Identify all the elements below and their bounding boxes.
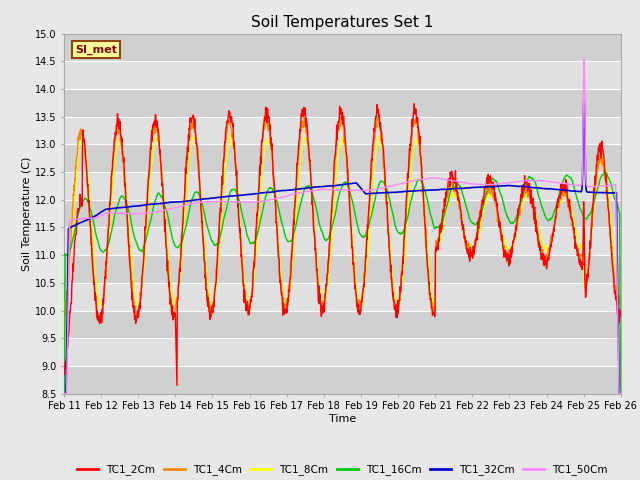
Bar — [64, 228, 621, 255]
Bar — [64, 200, 621, 228]
X-axis label: Time: Time — [329, 414, 356, 424]
Bar — [64, 311, 621, 338]
Title: Soil Temperatures Set 1: Soil Temperatures Set 1 — [252, 15, 433, 30]
Bar — [64, 61, 621, 89]
Y-axis label: Soil Temperature (C): Soil Temperature (C) — [22, 156, 32, 271]
Bar — [64, 283, 621, 311]
Bar — [64, 89, 621, 117]
Bar — [64, 144, 621, 172]
Legend: TC1_2Cm, TC1_4Cm, TC1_8Cm, TC1_16Cm, TC1_32Cm, TC1_50Cm: TC1_2Cm, TC1_4Cm, TC1_8Cm, TC1_16Cm, TC1… — [73, 460, 612, 479]
Bar — [64, 338, 621, 366]
Bar — [64, 255, 621, 283]
Bar — [64, 366, 621, 394]
Text: SI_met: SI_met — [75, 44, 117, 55]
Bar — [64, 34, 621, 61]
Bar — [64, 172, 621, 200]
Bar — [64, 117, 621, 144]
